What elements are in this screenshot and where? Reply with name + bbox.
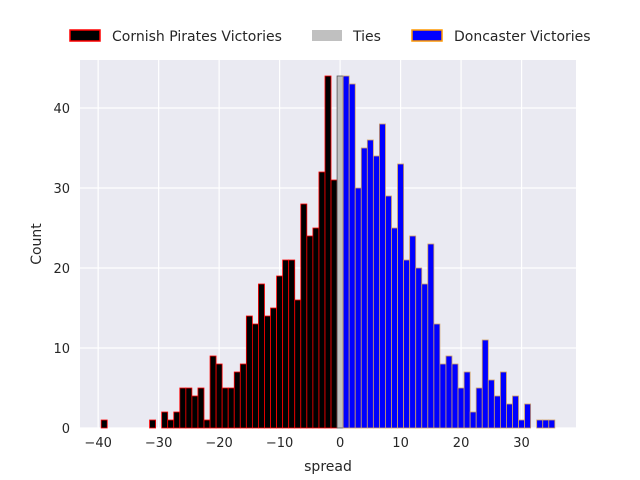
bar-cornish-pirates-victories <box>251 323 259 429</box>
bar-doncaster-victories <box>421 283 429 429</box>
legend-swatch-ties <box>312 30 342 41</box>
x-tick-label: −20 <box>205 436 232 451</box>
bar-cornish-pirates-victories <box>276 275 284 429</box>
bar-cornish-pirates-victories <box>258 283 265 429</box>
bar-cornish-pirates-victories <box>215 363 223 429</box>
bar-cornish-pirates-victories <box>270 307 277 429</box>
bar-doncaster-victories <box>524 403 532 429</box>
bar-doncaster-victories <box>433 323 441 429</box>
bar-ties <box>336 75 344 429</box>
bar-doncaster-victories <box>366 139 374 429</box>
tick-labels: −40 −30 −20 −10 0 10 20 30 0 10 20 30 40 <box>53 102 529 451</box>
bar-doncaster-victories <box>372 155 380 429</box>
bar-doncaster-victories <box>391 227 398 429</box>
bar-doncaster-victories <box>451 363 459 429</box>
bar-cornish-pirates-victories <box>167 419 175 429</box>
bar-cornish-pirates-victories <box>100 419 108 429</box>
x-tick-label: −40 <box>84 436 111 451</box>
y-tick-label: 40 <box>53 102 70 117</box>
bar-cornish-pirates-victories <box>221 387 229 429</box>
legend-label-doncaster: Doncaster Victories <box>454 29 591 45</box>
y-axis-label: Count <box>29 223 45 265</box>
bar-cornish-pirates-victories <box>227 387 235 429</box>
bar-cornish-pirates-victories <box>288 259 296 429</box>
bar-cornish-pirates-victories <box>173 411 181 429</box>
bar-doncaster-victories <box>469 411 477 429</box>
legend-swatch-cornish <box>69 29 101 42</box>
bar-doncaster-victories <box>512 395 519 429</box>
bar-doncaster-victories <box>403 259 411 429</box>
bar-cornish-pirates-victories <box>191 395 199 429</box>
bar-cornish-pirates-victories <box>245 315 253 429</box>
bar-doncaster-victories <box>348 83 356 429</box>
bar-cornish-pirates-victories <box>179 387 187 429</box>
bar-doncaster-victories <box>463 371 471 429</box>
y-tick-label: 0 <box>62 422 70 437</box>
bar-cornish-pirates-victories <box>233 371 241 429</box>
bar-cornish-pirates-victories <box>239 363 247 429</box>
bar-cornish-pirates-victories <box>330 179 338 429</box>
bar-cornish-pirates-victories <box>300 203 308 429</box>
legend-label-ties: Ties <box>352 29 381 45</box>
bar-doncaster-victories <box>415 267 423 429</box>
bar-doncaster-victories <box>475 387 483 429</box>
y-tick-label: 10 <box>53 342 70 357</box>
legend-label-cornish: Cornish Pirates Victories <box>112 29 282 45</box>
x-tick-label: 10 <box>392 436 409 451</box>
bar-doncaster-victories <box>342 75 350 429</box>
bar-cornish-pirates-victories <box>282 259 290 429</box>
bar-cornish-pirates-victories <box>209 355 217 429</box>
y-tick-label: 20 <box>53 262 70 277</box>
x-tick-label: 30 <box>513 436 530 451</box>
bar-cornish-pirates-victories <box>197 387 205 429</box>
x-tick-label: −30 <box>145 436 172 451</box>
bar-doncaster-victories <box>385 195 392 429</box>
bar-doncaster-victories <box>536 419 544 429</box>
x-tick-label: −10 <box>266 436 293 451</box>
bars <box>100 75 556 429</box>
bar-doncaster-victories <box>542 419 550 429</box>
bar-doncaster-victories <box>499 371 507 429</box>
bar-doncaster-victories <box>445 355 453 429</box>
bar-doncaster-victories <box>548 419 556 429</box>
bar-doncaster-victories <box>427 243 435 429</box>
bar-cornish-pirates-victories <box>264 315 271 429</box>
bar-cornish-pirates-victories <box>312 227 320 429</box>
bar-doncaster-victories <box>354 187 362 429</box>
bar-cornish-pirates-victories <box>306 235 314 429</box>
bar-doncaster-victories <box>360 147 368 429</box>
x-tick-label: 0 <box>336 436 344 451</box>
bar-cornish-pirates-victories <box>185 387 193 429</box>
bar-doncaster-victories <box>439 363 447 429</box>
bar-doncaster-victories <box>379 123 386 429</box>
legend-swatch-doncaster <box>411 29 443 42</box>
x-tick-label: 20 <box>453 436 470 451</box>
y-tick-label: 30 <box>53 182 70 197</box>
bar-doncaster-victories <box>506 403 513 429</box>
bar-doncaster-victories <box>493 395 501 429</box>
bar-doncaster-victories <box>409 235 417 429</box>
bar-cornish-pirates-victories <box>203 419 211 429</box>
bar-doncaster-victories <box>518 419 525 429</box>
bar-cornish-pirates-victories <box>324 75 332 429</box>
legend: Cornish Pirates Victories Ties Doncaster… <box>69 29 591 45</box>
x-axis-label: spread <box>304 459 352 475</box>
bar-doncaster-victories <box>457 387 465 429</box>
bar-cornish-pirates-victories <box>318 171 326 429</box>
bar-cornish-pirates-victories <box>161 411 169 429</box>
bar-doncaster-victories <box>397 163 405 429</box>
bar-doncaster-victories <box>481 339 489 429</box>
bar-cornish-pirates-victories <box>149 419 157 429</box>
bar-cornish-pirates-victories <box>294 299 302 429</box>
bar-doncaster-victories <box>487 379 495 429</box>
